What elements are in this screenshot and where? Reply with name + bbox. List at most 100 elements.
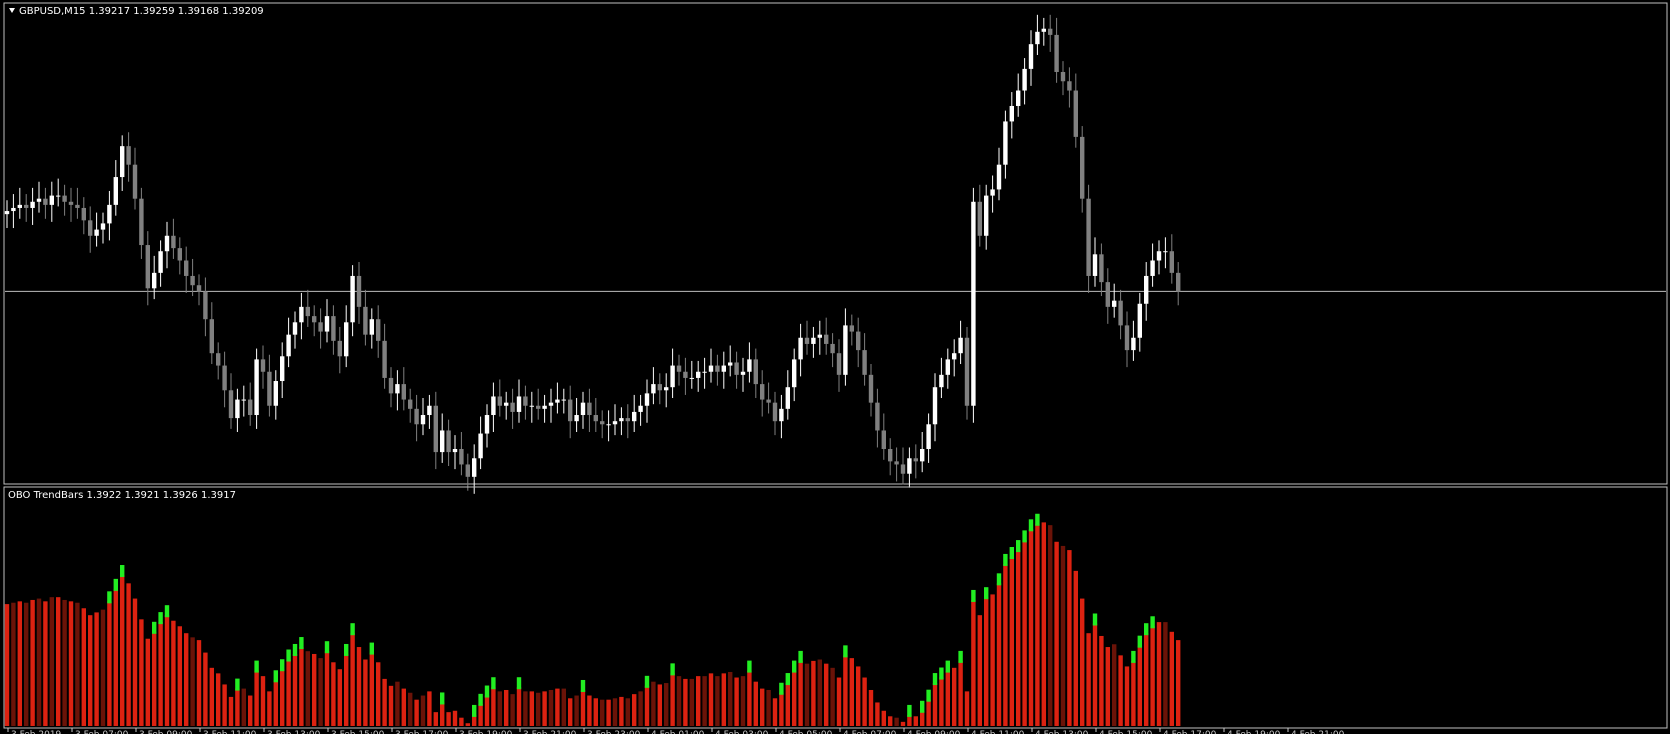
candle-body [792,359,797,388]
candle-body [561,399,566,401]
trend-bar [1105,647,1110,726]
trend-bar [414,699,419,726]
candle-body [1073,90,1078,137]
candle-body [824,334,829,344]
candle-body [804,337,810,344]
candle-body [868,374,874,403]
candle-body [1137,303,1142,338]
candle-body [715,365,720,372]
trend-bar [542,691,547,726]
trend-bar-up-cap [971,589,976,602]
candle-body [779,408,784,422]
trend-bar-up-cap [324,641,330,654]
candle-body [497,396,502,406]
candle-body [907,458,912,474]
candle-body [75,204,80,208]
trend-bar [1144,633,1149,726]
trend-bar [971,599,976,726]
collapse-triangle-icon[interactable] [9,8,15,13]
trend-bar [139,619,144,726]
trend-bar [875,702,880,726]
main-pane-frame[interactable] [3,2,1668,485]
candle-body [459,449,464,465]
candle-body [1022,68,1027,91]
trend-bar [94,612,99,726]
trend-bar-up-cap [1131,650,1136,663]
candle-body [472,458,477,477]
candle-body [344,322,349,357]
trend-bar [24,602,29,726]
trend-bar [708,673,714,726]
candle-body [1035,31,1040,45]
trend-bar [900,721,906,726]
main-chart-header: GBPUSD,M15 1.39217 1.39259 1.39168 1.392… [19,6,264,17]
trend-bar-up-cap [152,621,157,634]
trend-bar-up-cap [580,679,586,692]
candle-body [542,405,547,409]
candle-body [62,195,67,202]
candle-body [888,449,893,462]
trend-bar [305,651,310,726]
candle-body [600,421,605,425]
trend-bar [152,631,157,726]
trend-bar [984,597,989,726]
indicator-pane-frame[interactable] [3,486,1668,729]
trend-bar-up-cap [1028,519,1034,532]
candle-body [273,381,278,406]
trend-bar [267,691,272,726]
trend-bar [728,671,733,726]
trend-bar-up-cap [932,673,938,686]
trend-bar [433,712,438,726]
trend-bar [452,710,458,726]
candle-body [491,396,496,416]
candle-body [587,402,592,416]
trend-bar [43,601,48,726]
candle-body [452,449,458,453]
trend-bar-up-cap [235,678,240,691]
trend-bar [1169,631,1174,726]
trend-bar [260,676,266,726]
trend-bar-up-cap [107,591,112,604]
time-axis-label: 3 Feb 11:00 [203,730,257,734]
trend-bar-up-cap [798,650,803,663]
candle-body [548,402,554,406]
trend-bar [120,575,125,726]
candle-body [427,405,432,416]
trend-bar [939,677,944,726]
candle-body [49,195,54,205]
candle-body [875,402,880,431]
trend-bar [683,678,688,726]
trend-bar [465,723,470,726]
trend-bar [395,681,400,726]
trend-bar [107,601,112,726]
candle-body [657,384,662,391]
trend-bar [907,714,912,726]
candle-body [734,362,739,375]
candle-body [1041,28,1046,32]
trend-bar [734,677,739,726]
time-axis-label: 4 Feb 03:00 [715,730,769,734]
trend-bar-up-cap [369,642,374,655]
candle-body [331,316,336,341]
candle-body [1003,121,1008,165]
candle-body [369,319,374,335]
trend-bar [36,598,42,726]
trend-bar [1156,622,1162,726]
time-axis-label: 3 Feb 2019 [11,730,62,734]
trend-bar [568,698,573,726]
candle-body [113,177,118,205]
candle-body [1067,81,1072,91]
trend-bar [676,676,682,726]
trend-bar-up-cap [1150,616,1155,629]
trend-bar [228,696,234,726]
trend-bar-up-cap [344,643,349,656]
trend-bar [696,676,701,726]
trend-bar [1067,550,1072,726]
trend-bar-up-cap [472,704,477,717]
candle-body [638,405,643,412]
time-axis-label: 3 Feb 15:00 [331,730,385,734]
candle-body [856,331,861,351]
trend-bar [862,677,867,726]
time-axis-label: 4 Feb 11:00 [971,730,1025,734]
